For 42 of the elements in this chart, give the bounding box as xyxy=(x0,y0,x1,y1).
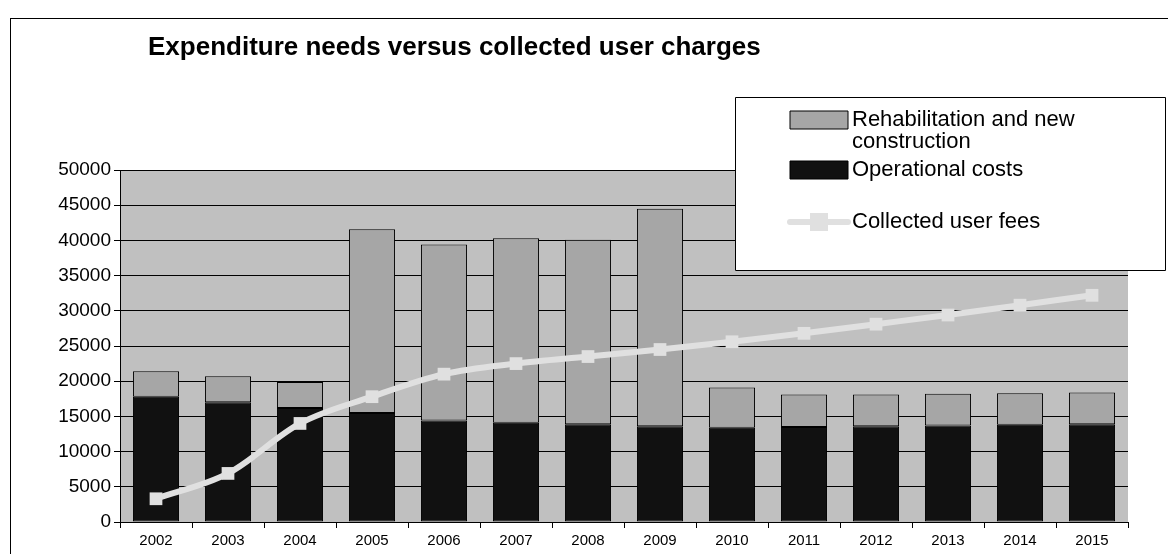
point xyxy=(221,467,235,480)
point xyxy=(365,390,379,404)
chart-title: Expenditure needs versus collected user charges xyxy=(148,31,761,62)
point xyxy=(509,357,523,370)
y-tick-label: 0 xyxy=(100,510,111,532)
x-tick-label: 2004 xyxy=(283,531,317,549)
y-tick-label: 40000 xyxy=(58,228,111,250)
x-tick-label: 2002 xyxy=(139,531,173,549)
y-tick-label: 25000 xyxy=(58,334,111,356)
x-tick-label: 2009 xyxy=(643,531,677,549)
point xyxy=(437,367,451,381)
point xyxy=(797,326,811,340)
legend-label: Operational costs xyxy=(852,156,1024,182)
x-tick-label: 2011 xyxy=(787,531,821,549)
point xyxy=(725,335,739,349)
point xyxy=(869,317,883,331)
point xyxy=(293,417,307,430)
x-tick-label: 2012 xyxy=(859,531,893,549)
legend-label: Rehabilitation and new construction xyxy=(852,106,1075,154)
y-tick-label: 45000 xyxy=(58,193,111,215)
x-tick-label: 2005 xyxy=(355,531,389,549)
y-tick-label: 35000 xyxy=(58,263,111,285)
point xyxy=(149,492,163,506)
y-tick-label: 50000 xyxy=(58,158,111,180)
x-tick-label: 2013 xyxy=(931,531,965,549)
x-tick-label: 2008 xyxy=(571,531,605,549)
x-tick-label: 2010 xyxy=(715,531,749,549)
y-tick-label: 20000 xyxy=(58,369,111,391)
y-tick-label: 15000 xyxy=(58,404,111,426)
point xyxy=(653,343,667,356)
x-tick-label: 2014 xyxy=(1003,531,1037,549)
y-tick-label: 5000 xyxy=(68,475,111,497)
y-tick-label: 10000 xyxy=(58,439,111,461)
x-tick-label: 2007 xyxy=(499,531,533,549)
x-tick-label: 2006 xyxy=(427,531,461,549)
legend-label: Collected user fees xyxy=(852,208,1041,234)
x-tick-label: 2015 xyxy=(1075,531,1109,549)
x-tick-label: 2003 xyxy=(211,531,245,549)
point xyxy=(581,350,595,363)
y-tick-label: 30000 xyxy=(58,299,111,321)
point xyxy=(1085,288,1099,302)
point xyxy=(1013,298,1027,312)
